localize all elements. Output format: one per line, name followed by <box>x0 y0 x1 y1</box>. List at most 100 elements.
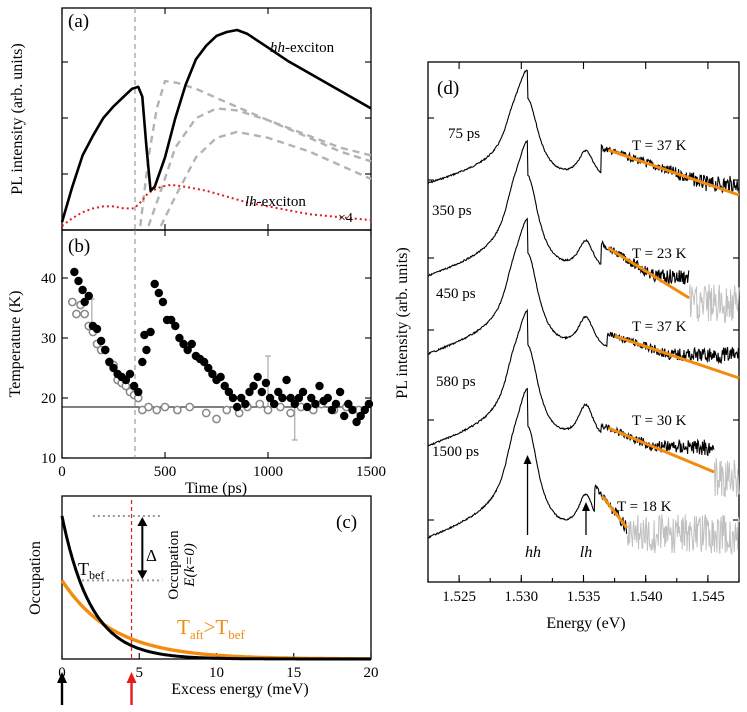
panel-b-filled-point <box>331 399 341 409</box>
panel-b-filled-point <box>166 315 176 325</box>
panel-b-filled-point <box>294 393 304 403</box>
panel-b-open-point <box>144 402 153 412</box>
panel-d-spectra <box>427 69 740 556</box>
panel-d-xtick-label: 1.540 <box>629 589 663 605</box>
panel-b-filled-point <box>311 399 320 409</box>
panel-a-series-guide-1 <box>139 79 372 227</box>
panel-b-filled-point <box>323 393 332 403</box>
panel-b-filled-point <box>282 375 291 385</box>
panel-b-open-point <box>255 399 265 409</box>
panel-d-lh-arrow-head <box>581 502 590 511</box>
panel-b-points <box>67 267 374 441</box>
panel-b-xtick-label: 500 <box>154 464 177 480</box>
lh-exciton-label: lh-exciton <box>245 194 306 210</box>
panel-c-delta-arrow-up <box>137 517 148 526</box>
panel-b-xtick-label: 0 <box>58 464 66 480</box>
panel-b-filled-point <box>208 369 217 379</box>
panel-b-filled-point <box>142 345 151 355</box>
panel-d-time-label: 450 ps <box>436 286 476 302</box>
panel-b-frame <box>61 229 372 459</box>
panel-d-xtick-label: 1.525 <box>442 589 476 605</box>
panel-b-filled-point <box>150 279 159 289</box>
panel-c-series <box>57 500 371 705</box>
occupation-rotated-label: Occupation <box>166 530 182 600</box>
panel-b-ytick-label: 20 <box>41 391 56 407</box>
lh-peak-label: lh <box>580 544 592 561</box>
panel-d-xtick-label: 1.545 <box>691 589 725 605</box>
panel-b-open-point <box>152 405 162 415</box>
panel-d-xtick-label: 1.530 <box>504 589 538 605</box>
panel-d-time-label: 1500 ps <box>432 444 479 460</box>
panel-d-fit-line <box>607 148 740 197</box>
hh-exciton-label-suffix: -exciton <box>285 40 335 56</box>
panel-b-filled-point <box>175 333 184 343</box>
panel-d-fit-line <box>607 426 715 474</box>
panel-b-filled-point <box>80 297 89 307</box>
panel-b-filled-point <box>290 399 299 409</box>
panel-b-filled-point <box>257 387 267 397</box>
panel-d-labels: 75 ps T = 37 K 350 ps T = 23 K 450 ps T = 37 … <box>432 126 687 535</box>
panel-c-xtick-label: 15 <box>286 665 301 681</box>
panel-d-temperature-label: T = 37 K <box>632 319 687 335</box>
hh-exciton-label-prefix: hh <box>270 40 285 56</box>
panel-b-filled-point <box>348 405 357 415</box>
panel-b-ytick-label: 40 <box>41 271 56 287</box>
panel-d-spectrum <box>427 69 740 194</box>
panel-b-filled-point <box>224 387 234 397</box>
panel-b-filled-point <box>101 345 110 355</box>
panel-b-ylabel: Temperature (K) <box>7 291 24 398</box>
panel-b-filled-point <box>261 378 271 388</box>
t-after-label-sub: aft <box>190 627 204 642</box>
panel-b-open-point <box>160 402 170 412</box>
panel-b-open-point <box>72 309 81 319</box>
panel-b-filled-point <box>352 417 361 427</box>
panel-b-filled-point <box>274 387 283 397</box>
panel-b-filled-point <box>364 399 374 409</box>
panel-b-open-point <box>286 408 296 418</box>
t-before-label-sub: bef <box>89 568 104 582</box>
t-after-label-main: T <box>177 615 190 639</box>
panel-b-filled-point <box>78 285 87 295</box>
panel-b-filled-point <box>327 405 337 415</box>
delta-label: Δ <box>146 546 157 565</box>
panel-b-filled-point <box>237 393 246 403</box>
panel-d-xlabel: Energy (eV) <box>546 615 625 632</box>
panel-a: (a) PL intensity (arb. units) hh-exciton… <box>9 7 372 231</box>
panel-b-filled-point <box>228 393 238 403</box>
panel-d-spectrum <box>427 308 715 457</box>
panel-b-filled-point <box>84 291 93 301</box>
occupation-rotated-sublabel: E(k=0) <box>182 543 198 587</box>
panel-c-arrow-zero-head <box>57 672 67 683</box>
panel-b-filled-point <box>245 387 254 397</box>
panel-b-filled-point <box>134 387 143 397</box>
panel-b-filled-point <box>241 399 250 409</box>
panel-d-xtick-label: 1.535 <box>567 589 601 605</box>
panel-c-xtick-label: 10 <box>209 665 224 681</box>
panel-d-spectrum-noise <box>714 458 740 498</box>
panel-b-filled-point <box>146 327 155 337</box>
panel-c-label: (c) <box>336 512 357 533</box>
panel-b-open-point <box>263 405 273 415</box>
panel-b-open-point <box>222 405 232 415</box>
t-before-label-main: T <box>78 559 89 579</box>
panel-d-temperature-label: T = 23 K <box>632 246 687 262</box>
panel-b-open-point <box>185 402 195 412</box>
panel-b-xtick-label: 1000 <box>253 464 283 480</box>
panel-b-xtick-label: 1500 <box>356 464 386 480</box>
panel-b-filled-point <box>121 375 131 385</box>
panel-d-spectrum <box>427 217 740 365</box>
panel-d-fit-line <box>607 246 691 300</box>
panel-d-fit-line <box>614 334 740 380</box>
panel-b-filled-point <box>70 267 79 277</box>
panel-c-xtick-label: 5 <box>136 665 144 681</box>
panel-a-series-hh-exciton <box>60 28 372 223</box>
panel-b-ticks: 0 500 1000 1500 10 20 30 40 <box>41 230 386 480</box>
panel-b-filled-point <box>249 381 258 391</box>
panel-b-filled-point <box>216 372 225 382</box>
panel-d-fit-line <box>600 495 629 529</box>
panel-b-ytick-label: 10 <box>41 451 56 467</box>
panel-d-time-label: 75 ps <box>448 126 480 142</box>
t-after-label-rel: >T <box>204 615 229 639</box>
panel-c-ticks: 05101520 <box>58 653 379 681</box>
